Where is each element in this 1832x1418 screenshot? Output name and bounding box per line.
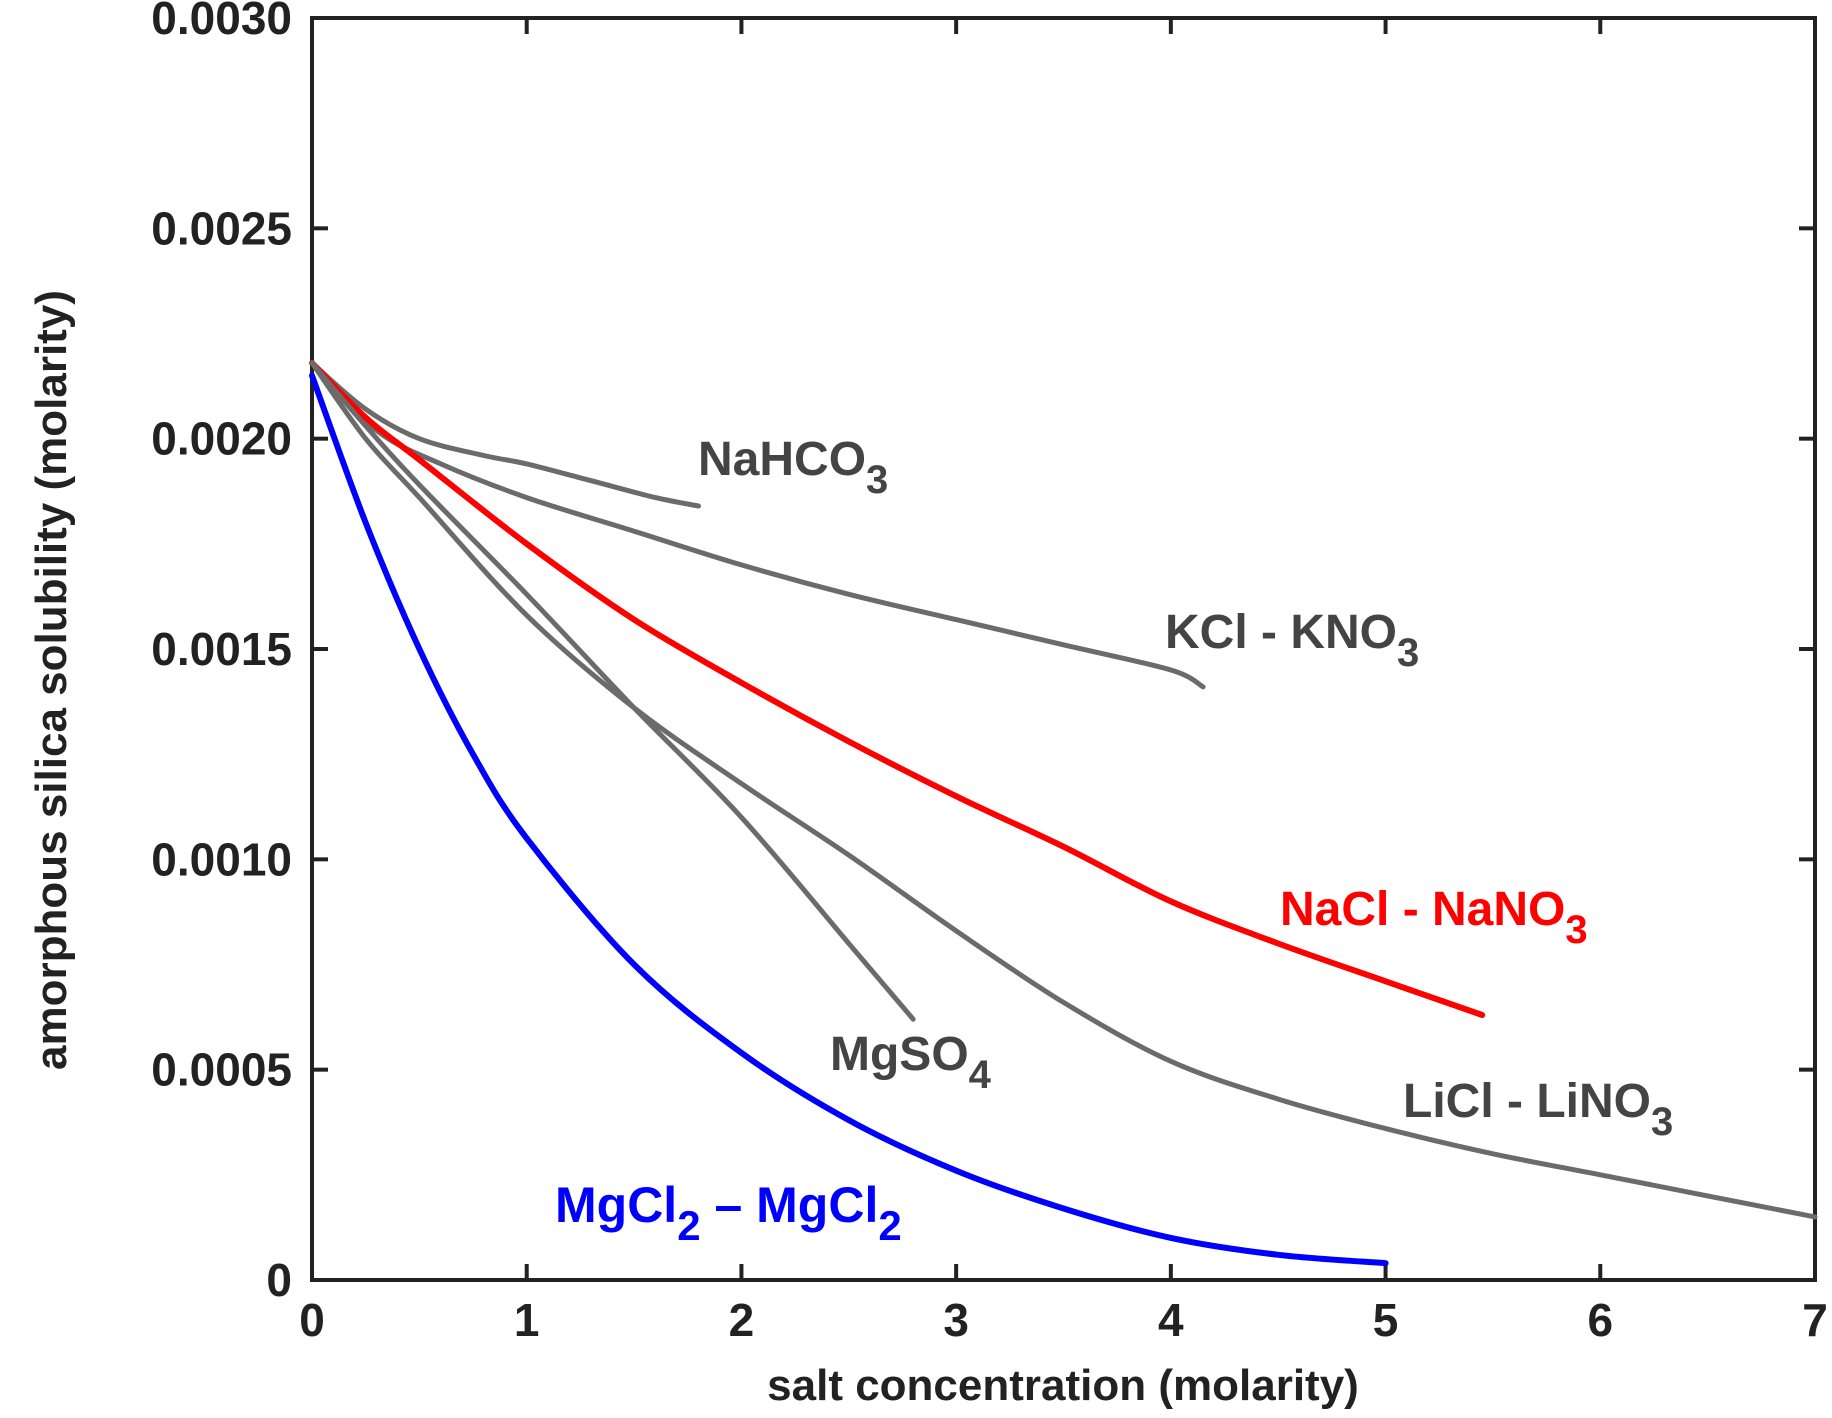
series-label-mgcl2: MgCl2 – MgCl2 <box>555 1177 902 1249</box>
series-line-3 <box>309 360 916 1022</box>
y-tick-label: 0.0025 <box>151 202 292 254</box>
x-tick-label: 6 <box>1587 1294 1613 1346</box>
x-tick-label: 0 <box>299 1294 325 1346</box>
series-label-mgso4: MgSO4 <box>830 1028 992 1097</box>
series-line-0 <box>309 360 701 509</box>
series-lines <box>309 359 1818 1267</box>
y-tick-label: 0.0010 <box>151 833 292 885</box>
y-tick-label: 0.0015 <box>151 623 292 675</box>
x-tick-label: 7 <box>1802 1294 1828 1346</box>
series-label-nacl-nano3: NaCl - NaNO3 <box>1280 883 1588 952</box>
series-line-5 <box>309 372 1389 1267</box>
x-tick-label: 3 <box>943 1294 969 1346</box>
series-label-licl-lino3: LiCl - LiNO3 <box>1403 1075 1673 1144</box>
x-tick-label: 5 <box>1373 1294 1399 1346</box>
x-tick-label: 2 <box>729 1294 755 1346</box>
x-tick-label: 4 <box>1158 1294 1184 1346</box>
y-tick-label: 0.0005 <box>151 1044 292 1096</box>
y-tick-label: 0 <box>266 1254 292 1306</box>
x-axis-title: salt concentration (molarity) <box>767 1361 1359 1410</box>
series-line-2 <box>309 359 1486 1018</box>
series-line-1 <box>309 360 1206 690</box>
series-label-kcl-kno3: KCl - KNO3 <box>1165 606 1419 675</box>
y-tick-label: 0.0020 <box>151 413 292 465</box>
series-line-4 <box>309 360 1818 1220</box>
y-tick-label: 0.0030 <box>151 0 292 44</box>
x-tick-label: 1 <box>514 1294 540 1346</box>
series-label-nahco3: NaHCO3 <box>698 433 888 502</box>
y-axis-title: amorphous silica solubility (molarity) <box>27 290 76 1070</box>
axis-ticks: 0 1 2 3 4 5 6 7 0 0.0005 0.0010 0.0015 0.0020 0.0025 0… <box>151 0 1828 1346</box>
